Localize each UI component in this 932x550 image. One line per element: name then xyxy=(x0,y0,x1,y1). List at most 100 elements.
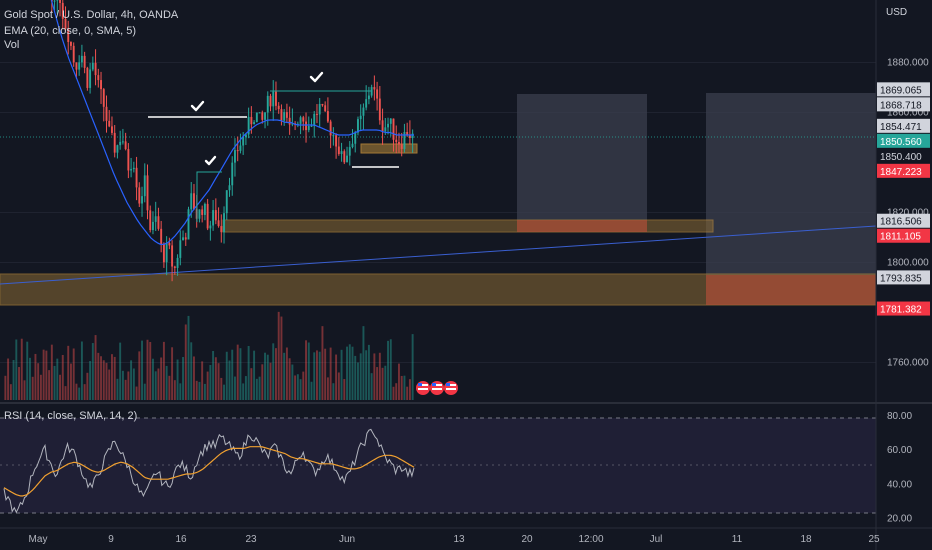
volume-bar xyxy=(234,376,236,400)
candle-body xyxy=(59,0,61,3)
candle-body xyxy=(296,123,299,125)
volume-bar xyxy=(50,344,53,400)
volume-bar xyxy=(269,362,272,400)
price-tag xyxy=(877,133,930,148)
candle-body xyxy=(373,87,376,90)
candle-body xyxy=(285,112,288,118)
candle-body xyxy=(138,187,141,204)
candle-body xyxy=(187,209,190,240)
us-flag-icon[interactable] xyxy=(444,381,458,395)
volume-bar xyxy=(116,378,119,400)
volume-bar xyxy=(403,375,406,400)
candle-body xyxy=(387,123,389,128)
candle-body xyxy=(209,225,212,229)
candle-body xyxy=(239,145,242,151)
volume-bar xyxy=(56,358,59,400)
price-tag xyxy=(877,270,930,285)
candle-body xyxy=(316,113,318,115)
volume-bar xyxy=(324,348,327,400)
volume-legend[interactable]: Vol xyxy=(4,39,20,51)
price-tick-label: 1860.000 xyxy=(887,108,929,119)
time-tick-label: 25 xyxy=(868,534,880,545)
volume-bar xyxy=(193,356,195,400)
volume-bar xyxy=(348,344,351,400)
candle-body xyxy=(400,144,403,149)
time-axis[interactable]: May 9 16 23 Jun 13 20 12:00 Jul 11 18 25 xyxy=(29,534,880,545)
candle-body xyxy=(236,150,239,152)
volume-bar xyxy=(285,347,288,400)
rsi-axis[interactable]: 80.00 60.00 40.00 20.00 xyxy=(887,411,912,524)
volume-bar xyxy=(53,365,56,400)
volume-bar xyxy=(157,368,160,400)
volume-bar xyxy=(321,326,324,400)
us-flag-icon[interactable] xyxy=(430,381,444,395)
volume-bar xyxy=(261,364,264,400)
candle-body xyxy=(108,120,111,127)
candle-body xyxy=(321,103,324,106)
mid-zone-red-segment xyxy=(517,220,647,232)
volume-bar xyxy=(18,367,20,400)
volume-bar xyxy=(201,361,204,400)
volume-bar xyxy=(288,358,291,400)
candle-body xyxy=(193,193,195,210)
price-tag xyxy=(877,163,930,178)
time-tick-label: 16 xyxy=(175,534,187,545)
volume-bar xyxy=(7,358,10,400)
volume-bar xyxy=(26,341,29,400)
price-tick-label: 1880.000 xyxy=(887,58,929,69)
volume-bar xyxy=(42,349,45,400)
candle-body xyxy=(179,240,182,258)
volume-bar xyxy=(143,383,146,400)
candle-body xyxy=(244,134,247,138)
volume-bar xyxy=(127,371,130,400)
price-axis[interactable]: USD 1880.000 1860.000 1820.000 1800.000 1760… xyxy=(877,7,930,369)
volume-bar xyxy=(86,372,89,400)
volume-bar xyxy=(272,343,275,400)
volume-bar xyxy=(351,346,354,400)
symbol-title[interactable]: Gold Spot / U.S. Dollar, 4h, OANDA xyxy=(4,9,179,21)
candle-body xyxy=(130,169,133,171)
candle-body xyxy=(367,95,370,100)
volume-bar xyxy=(253,350,256,400)
volume-bar xyxy=(83,384,86,400)
candle-body xyxy=(231,162,234,186)
candle-body xyxy=(329,121,332,136)
candle-body xyxy=(332,135,335,137)
volume-bar xyxy=(203,383,206,400)
candle-body xyxy=(376,89,379,99)
candle-body xyxy=(97,75,100,81)
candle-body xyxy=(168,242,171,246)
candle-body xyxy=(340,151,343,154)
candle-body xyxy=(61,2,64,19)
ema-legend[interactable]: EMA (20, close, 0, SMA, 5) xyxy=(4,25,137,37)
rsi-legend[interactable]: RSI (14, close, SMA, 14, 2) xyxy=(4,410,138,422)
volume-bar xyxy=(149,341,152,400)
time-tick-label: May xyxy=(29,534,48,545)
volume-bar xyxy=(335,354,338,400)
candle-body xyxy=(408,134,411,138)
volume-bar xyxy=(102,360,105,400)
candle-body xyxy=(64,18,67,29)
volume-bar xyxy=(376,367,379,400)
volume-bar xyxy=(332,383,335,400)
volume-bar xyxy=(299,379,302,400)
candle-body xyxy=(335,135,338,147)
volume-bar xyxy=(408,379,411,400)
volume-bar xyxy=(340,349,343,400)
volume-bar xyxy=(354,355,357,400)
candle-body xyxy=(378,98,381,121)
economic-event-icons[interactable] xyxy=(416,381,458,395)
price-tag-label: 1854.471 xyxy=(880,122,922,133)
us-flag-icon[interactable] xyxy=(416,381,430,395)
price-tag xyxy=(877,301,930,316)
volume-bar xyxy=(296,374,299,400)
candle-body xyxy=(190,193,193,210)
volume-bar xyxy=(277,311,280,400)
price-tag xyxy=(877,148,930,163)
candle-body xyxy=(359,115,362,120)
volume-bar xyxy=(294,375,297,400)
volume-bar xyxy=(255,378,258,400)
price-tag xyxy=(877,213,930,228)
volume-bar xyxy=(64,386,67,400)
